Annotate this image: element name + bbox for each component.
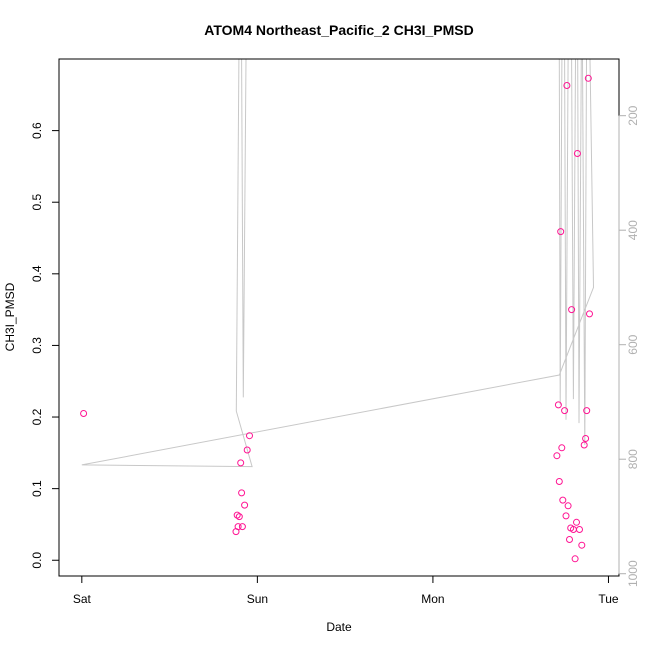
altitude-line-layer [81,58,595,468]
data-point [241,501,249,509]
y2-tick-label: 400 [626,220,640,240]
data-point [558,444,566,452]
y-tick-label: 0.0 [30,552,44,569]
chart-title: ATOM4 Northeast_Pacific_2 CH3I_PMSD [204,22,473,38]
data-point [561,407,569,415]
y-axis-label: CH3I_PMSD [3,282,17,351]
data-point [562,512,570,520]
data-point [80,410,88,417]
y-tick-label: 0.6 [30,122,44,139]
y-tick-label: 0.4 [30,265,44,282]
data-point [582,435,590,442]
x-tick-label: Sun [247,592,268,606]
y2-tick-label: 200 [626,105,640,125]
data-point [571,555,579,563]
y2-tick-label: 800 [626,449,640,469]
y-tick-label: 0.5 [30,194,44,211]
y-tick-label: 0.2 [30,408,44,425]
data-point [563,82,571,89]
data-point [584,74,592,82]
data-point [557,228,565,236]
data-point [573,518,580,526]
data-point [568,306,576,314]
data-point [564,502,572,510]
data-point [586,310,593,318]
y2-axis-altitude: 200 400 600 800 1000 [618,105,640,587]
y-tick-label: 0.1 [30,480,44,497]
data-point [576,526,583,533]
data-point [566,536,573,543]
data-point [554,401,562,409]
data-point [578,541,586,549]
x-tick-label: Sat [73,592,92,606]
data-point [238,523,246,531]
data-point [235,513,243,521]
data-point [573,150,581,157]
plot-frame [58,58,620,577]
x-axis-label: Date [326,620,352,634]
data-point [237,459,245,467]
data-points-layer [80,74,593,563]
data-point [243,446,251,454]
data-point [559,496,567,504]
y2-tick-label: 1000 [626,560,640,587]
y-tick-label: 0.3 [30,337,44,354]
data-point [553,452,561,460]
x-tick-label: Tue [598,592,619,606]
data-point [246,432,253,440]
x-axis: Sat Sun Mon Tue [73,575,619,606]
altitude-line [81,58,595,468]
y2-tick-label: 600 [626,334,640,354]
data-point [238,489,246,497]
x-tick-label: Mon [421,592,444,606]
data-point [233,511,241,519]
data-point [583,407,591,415]
data-point [234,523,242,531]
y-axis: 0.0 0.1 0.2 0.3 0.4 0.5 0.6 [30,122,60,569]
data-point [580,441,588,449]
data-point [555,478,563,485]
